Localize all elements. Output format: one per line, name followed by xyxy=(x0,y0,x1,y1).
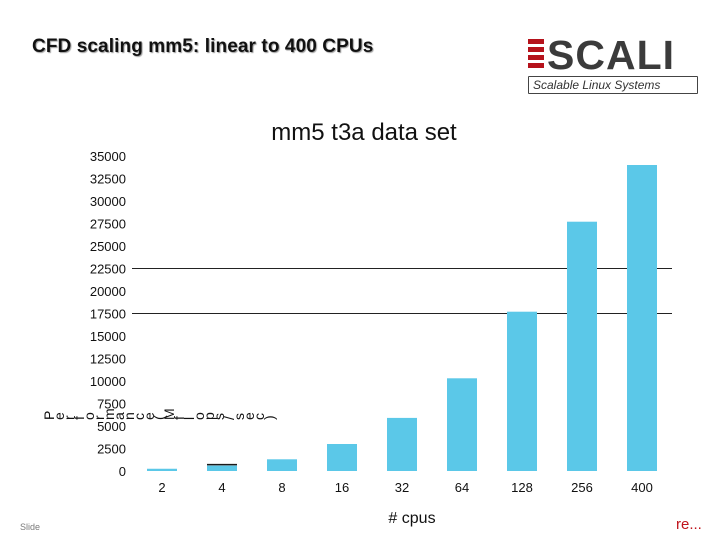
y-axis-label-glyph: / xyxy=(221,416,237,420)
x-tick-label: 16 xyxy=(335,480,349,495)
bar-16 xyxy=(327,444,357,471)
y-tick-label: 30000 xyxy=(90,194,126,209)
x-axis-label: # cpus xyxy=(388,510,435,527)
x-tick-label: 4 xyxy=(218,480,225,495)
y-axis-label-glyph: f xyxy=(171,416,187,420)
footer-right-text: re... xyxy=(676,516,702,533)
x-tick-label: 8 xyxy=(278,480,285,495)
x-tick-label: 400 xyxy=(631,480,653,495)
y-axis-label-glyph: a xyxy=(111,412,127,420)
x-tick-label: 32 xyxy=(395,480,409,495)
y-tick-label: 2500 xyxy=(97,442,126,457)
y-axis-label-glyph: f xyxy=(71,416,87,420)
bar-8 xyxy=(267,459,297,471)
y-axis-label-glyph: M xyxy=(161,408,177,420)
chart-title: mm5 t3a data set xyxy=(271,119,457,146)
x-tick-label: 64 xyxy=(455,480,469,495)
y-tick-label: 17500 xyxy=(90,307,126,322)
y-tick-label: 32500 xyxy=(90,172,126,187)
y-axis-label-glyph: ( xyxy=(151,415,167,420)
y-axis-label-glyph: r xyxy=(61,415,77,420)
bar-64 xyxy=(447,378,477,471)
y-tick-label: 0 xyxy=(119,464,126,479)
y-axis-label-glyph: s xyxy=(211,413,227,420)
y-axis-label-glyph: e xyxy=(241,412,257,420)
y-axis-label-glyph: s xyxy=(231,413,247,420)
company-logo: SCALI Scalable Linux Systems xyxy=(525,32,705,94)
y-tick-label: 35000 xyxy=(90,149,126,164)
y-tick-label: 12500 xyxy=(90,352,126,367)
logo-bars-icon xyxy=(528,39,544,68)
y-axis-label-glyph: n xyxy=(121,412,137,420)
bar-32 xyxy=(387,417,417,471)
y-axis-label-glyph: c xyxy=(131,413,147,420)
logo-tagline: Scalable Linux Systems xyxy=(528,76,698,94)
y-axis-label-glyph: l xyxy=(181,417,197,420)
x-tick-label: 256 xyxy=(571,480,593,495)
y-tick-label: 27500 xyxy=(90,217,126,232)
y-tick-label: 7500 xyxy=(97,397,126,412)
y-axis-label-glyph: ) xyxy=(261,415,277,420)
slide-title: CFD scaling mm5: linear to 400 CPUs xyxy=(32,36,374,57)
y-tick-label: 25000 xyxy=(90,239,126,254)
y-tick-label: 20000 xyxy=(90,284,126,299)
x-tick-label: 128 xyxy=(511,480,533,495)
footer-slide-label: Slide xyxy=(20,522,41,532)
y-axis-label-glyph: p xyxy=(201,412,217,420)
y-axis-label-glyph: e xyxy=(141,412,157,420)
x-tick-label: 2 xyxy=(158,480,165,495)
y-tick-label: 10000 xyxy=(90,374,126,389)
y-axis-label-glyph: o xyxy=(191,412,207,420)
bar-128 xyxy=(507,311,537,471)
bar-400 xyxy=(627,165,657,471)
y-tick-label: 5000 xyxy=(97,419,126,434)
logo-wordmark: SCALI xyxy=(547,32,675,78)
y-axis-label-glyph: r xyxy=(91,415,107,420)
y-axis-label-glyph: c xyxy=(251,413,267,420)
y-axis-label-glyph: m xyxy=(101,408,117,420)
y-axis-label-glyph: P xyxy=(41,411,57,420)
bar-256 xyxy=(567,221,597,471)
bar-4 xyxy=(207,465,237,471)
y-tick-label: 22500 xyxy=(90,262,126,277)
bar-2 xyxy=(147,468,177,471)
y-axis-label-glyph: o xyxy=(81,412,97,420)
y-tick-label: 15000 xyxy=(90,329,126,344)
y-axis-label-glyph: e xyxy=(51,412,67,420)
